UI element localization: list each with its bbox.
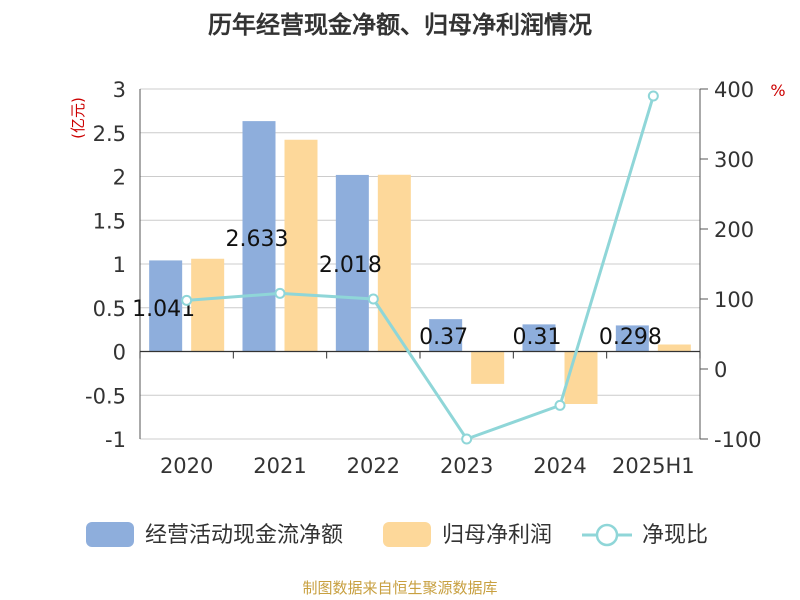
legend-label-cashflow: 经营活动现金流净额 bbox=[145, 523, 343, 548]
ratio-point bbox=[181, 294, 193, 306]
legend: 经营活动现金流净额 归母净利润 净现比 bbox=[86, 522, 708, 548]
x-tick-label: 2022 bbox=[347, 454, 400, 478]
bar-value-label: 0.37 bbox=[419, 325, 468, 350]
legend-swatch-ratio-marker bbox=[595, 523, 619, 547]
bar-value-label: 2.633 bbox=[226, 227, 289, 252]
x-tick-label: 2020 bbox=[160, 454, 213, 478]
y-tick-label: 1.5 bbox=[93, 209, 126, 233]
y-axis-ticks: 3 2.5 2 1.5 1 0.5 0 -0.5 -1 bbox=[85, 78, 126, 452]
bar-value-label: 0.298 bbox=[599, 325, 662, 350]
ratio-point bbox=[647, 90, 659, 102]
source-note: 制图数据来自恒生聚源数据库 bbox=[302, 579, 497, 597]
bar-cashflow bbox=[149, 260, 183, 352]
y2-tick-label: -100 bbox=[714, 428, 762, 452]
bar-netprofit bbox=[284, 139, 318, 352]
y2-axis-ticks: 400 300 200 100 0 -100 bbox=[700, 78, 762, 452]
y2-tick-label: 0 bbox=[714, 358, 727, 382]
y-tick-label: -0.5 bbox=[85, 384, 126, 408]
y-tick-label: 3 bbox=[113, 78, 126, 102]
y2-axis-unit-label: % bbox=[770, 81, 785, 100]
ratio-point bbox=[367, 293, 379, 305]
x-tick-label: 2024 bbox=[533, 454, 586, 478]
ratio-point bbox=[461, 433, 473, 445]
ratio-point bbox=[274, 287, 286, 299]
x-tick-label: 2023 bbox=[440, 454, 493, 478]
bar-netprofit bbox=[657, 344, 691, 352]
x-axis-labels: 2020 2021 2022 2023 2024 2025H1 bbox=[160, 454, 695, 478]
y-tick-label: 2 bbox=[113, 166, 126, 190]
bar-netprofit bbox=[377, 174, 411, 352]
y2-tick-label: 300 bbox=[714, 148, 754, 172]
legend-swatch-cashflow bbox=[86, 522, 134, 547]
y-tick-label: 1 bbox=[113, 253, 126, 277]
axes bbox=[139, 89, 701, 439]
chart-title: 历年经营现金净额、归母净利润情况 bbox=[208, 11, 592, 39]
bar-netprofit bbox=[191, 258, 225, 352]
bars bbox=[149, 121, 691, 404]
bar-cashflow bbox=[242, 121, 276, 352]
y-tick-label: 0.5 bbox=[93, 297, 126, 321]
y-tick-label: 2.5 bbox=[93, 122, 126, 146]
legend-label-ratio: 净现比 bbox=[642, 523, 708, 548]
bar-value-label: 0.31 bbox=[513, 325, 562, 350]
bar-netprofit bbox=[564, 351, 598, 404]
legend-label-netprofit: 归母净利润 bbox=[442, 523, 552, 548]
bar-netprofit bbox=[471, 351, 505, 384]
y-tick-label: -1 bbox=[105, 428, 126, 452]
ratio-point bbox=[554, 399, 566, 411]
x-tick-label: 2025H1 bbox=[612, 454, 695, 478]
bar-value-label: 2.018 bbox=[319, 253, 382, 278]
bar-cashflow bbox=[522, 324, 556, 352]
x-tick-label: 2021 bbox=[253, 454, 306, 478]
ratio-line-path bbox=[186, 95, 655, 441]
ratio-line bbox=[181, 90, 659, 445]
y-tick-label: 0 bbox=[113, 341, 126, 365]
y2-tick-label: 200 bbox=[714, 218, 754, 242]
y2-tick-label: 100 bbox=[714, 288, 754, 312]
bar-cashflow bbox=[429, 319, 463, 352]
legend-swatch-netprofit bbox=[383, 522, 431, 547]
y2-tick-label: 400 bbox=[714, 78, 754, 102]
bar-cashflow bbox=[615, 325, 649, 352]
y-axis-unit-label: (亿元) bbox=[69, 97, 87, 139]
bar-cashflow bbox=[335, 174, 369, 352]
grid-lines bbox=[140, 88, 700, 440]
